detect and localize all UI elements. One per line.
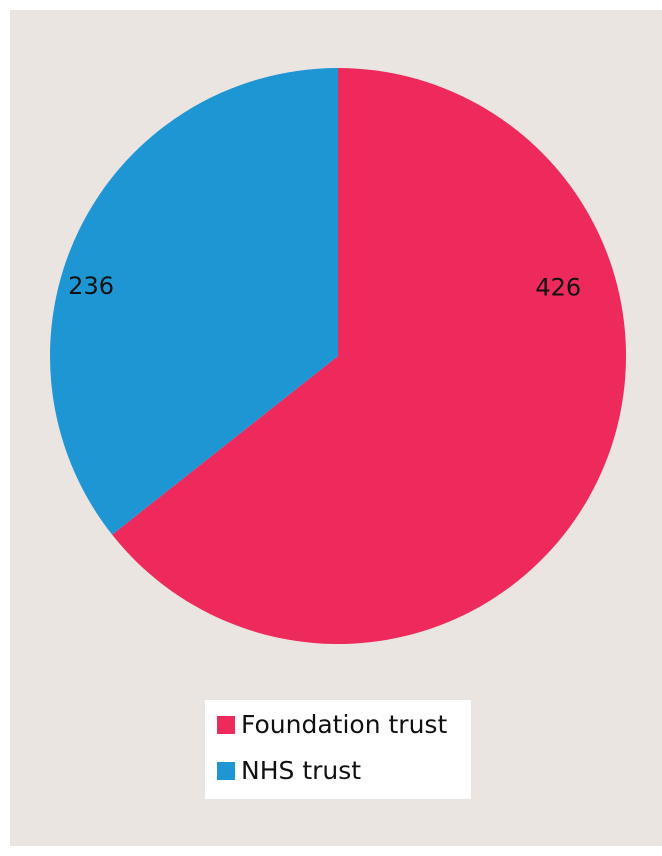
legend-item-foundation-trust: Foundation trust <box>217 710 447 739</box>
legend-item-nhs-trust: NHS trust <box>217 756 361 785</box>
legend-swatch-nhs-trust <box>217 761 235 780</box>
pie-slices <box>50 68 627 644</box>
pie-slice-foundation-trust <box>112 68 627 644</box>
legend-label-nhs-trust: NHS trust <box>241 756 362 785</box>
data-label-nhs-trust: 236 <box>68 272 114 300</box>
legend-swatch-foundation-trust <box>217 715 235 734</box>
pie-slice-nhs-trust <box>50 68 338 535</box>
pie-data-labels: 426 236 <box>68 272 581 301</box>
data-label-foundation-trust: 426 <box>535 274 581 302</box>
chart-legend: Foundation trust NHS trust <box>205 700 471 799</box>
legend-label-foundation-trust: Foundation trust <box>241 710 448 739</box>
